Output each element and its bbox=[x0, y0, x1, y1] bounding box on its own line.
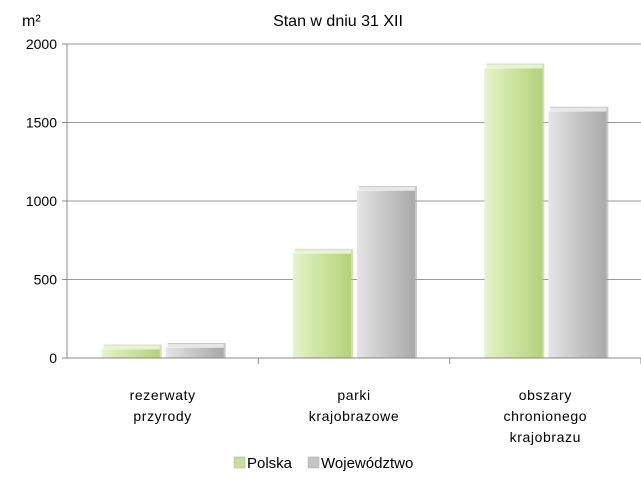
bar-top-highlight bbox=[548, 107, 607, 112]
bar-polska bbox=[101, 348, 160, 358]
bar-województwo bbox=[357, 190, 415, 358]
y-axis-ticks: 0 500 1000 1500 2000 bbox=[26, 36, 67, 366]
bar-województwo bbox=[548, 110, 607, 358]
x-category-label: rezerwaty przyrody bbox=[130, 387, 196, 424]
legend: Polska Województwo bbox=[233, 455, 413, 472]
y-tick-label: 2000 bbox=[26, 36, 57, 52]
y-tick-label: 1500 bbox=[26, 115, 57, 131]
legend-label-województwo: Województwo bbox=[321, 455, 413, 472]
y-axis-label: m² bbox=[22, 13, 41, 30]
bar-województwo bbox=[165, 347, 224, 358]
y-tick-label: 0 bbox=[49, 350, 57, 366]
bar-top-highlight bbox=[165, 344, 224, 349]
x-category-label: parki krajobrazowe bbox=[309, 387, 399, 424]
x-category-label: obszary chronionego krajobrazu bbox=[503, 387, 587, 445]
x-axis-categories: rezerwaty przyrody parki krajobrazowe obszar… bbox=[130, 358, 641, 445]
bar-polska bbox=[293, 252, 351, 358]
bar-top-highlight bbox=[293, 249, 351, 254]
y-tick-label: 1000 bbox=[26, 193, 57, 209]
gridlines bbox=[67, 43, 641, 280]
legend-swatch-polska bbox=[233, 456, 246, 469]
bars bbox=[101, 63, 609, 359]
chart-title: Stan w dniu 31 XII bbox=[273, 13, 403, 30]
bar-polska bbox=[484, 67, 543, 359]
bar-top-highlight bbox=[101, 345, 160, 350]
legend-label-polska: Polska bbox=[247, 455, 293, 472]
bar-top-highlight bbox=[357, 187, 415, 192]
bar-top-highlight bbox=[484, 64, 543, 69]
y-tick-label: 500 bbox=[34, 272, 58, 288]
legend-swatch-województwo bbox=[307, 456, 320, 469]
